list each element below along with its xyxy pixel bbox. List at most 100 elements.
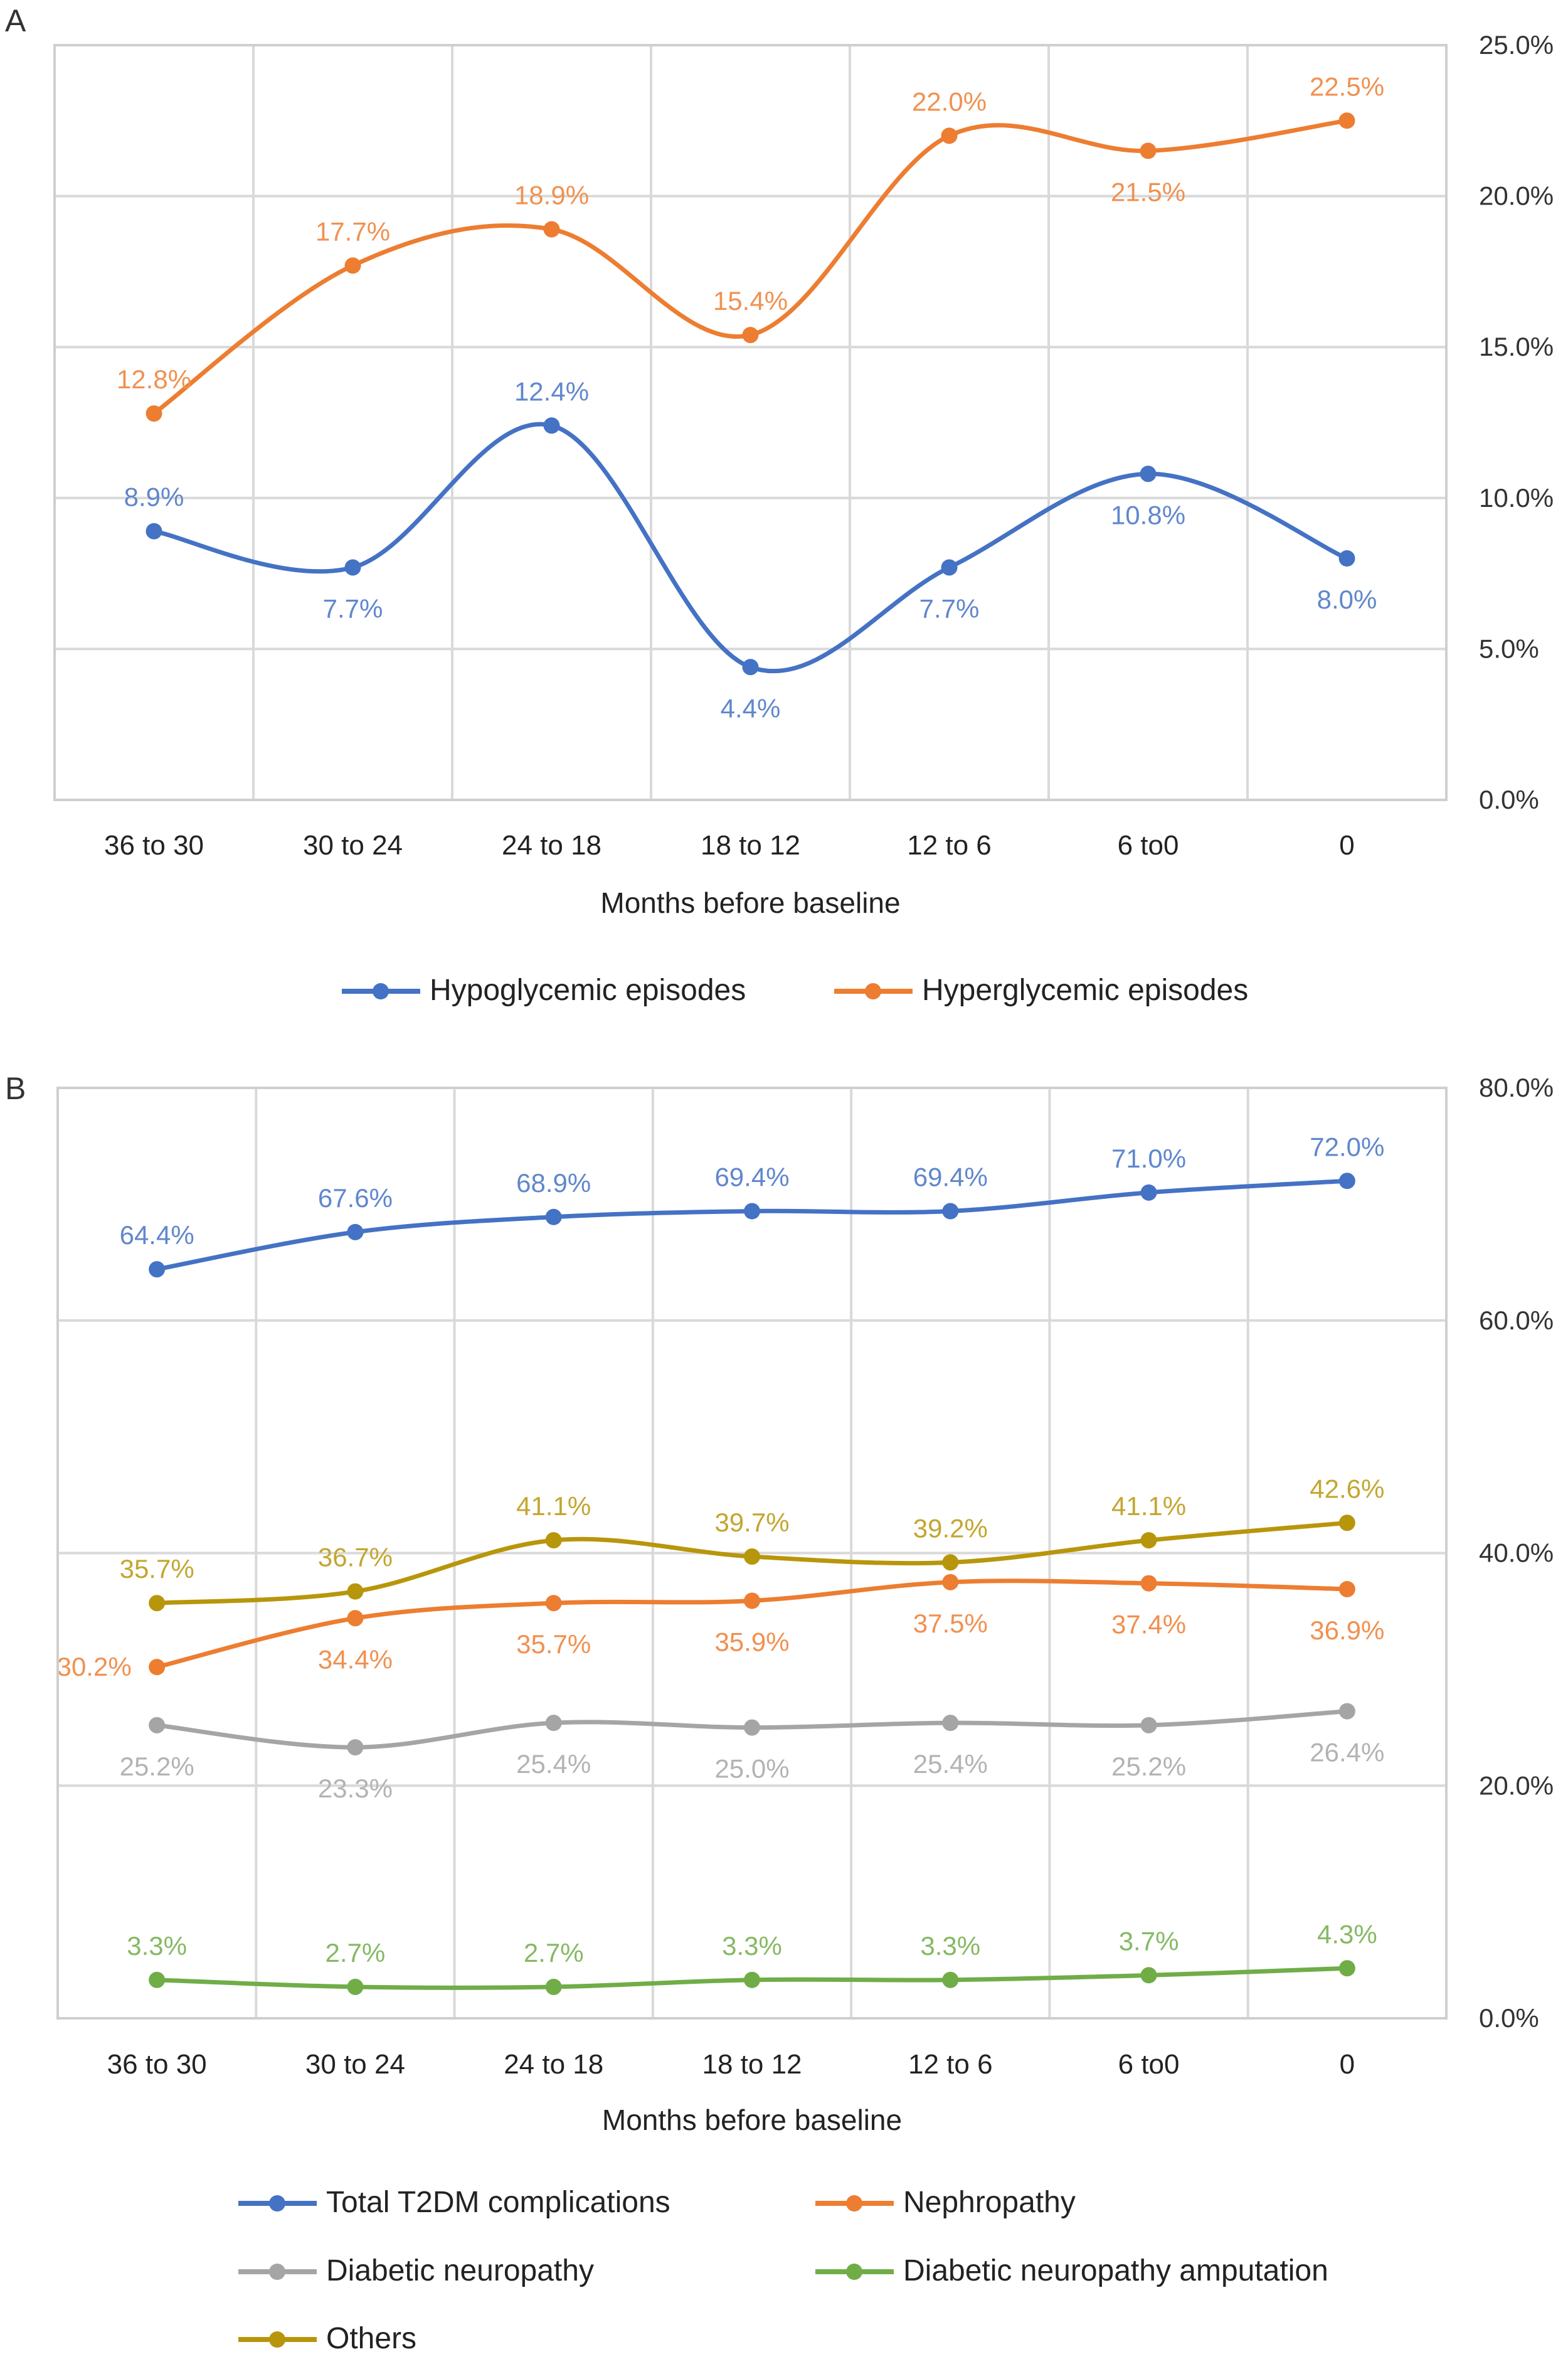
x-tick-label: 12 to 6: [907, 830, 992, 861]
data-label: 21.5%: [1111, 177, 1185, 206]
data-point: [149, 1717, 166, 1733]
data-label: 12.8%: [117, 365, 191, 394]
x-tick-label: 0: [1339, 830, 1354, 861]
data-point: [1140, 1967, 1157, 1984]
legend-marker: [269, 2264, 285, 2280]
data-label: 2.7%: [524, 1938, 584, 1967]
data-point: [347, 1978, 364, 1995]
data-point: [149, 1261, 166, 1278]
data-point: [545, 1595, 562, 1612]
data-point: [146, 523, 162, 540]
y-tick-label: 25.0%: [1479, 30, 1554, 60]
data-label: 35.7%: [120, 1554, 194, 1584]
data-point: [545, 1532, 562, 1549]
data-point: [941, 127, 958, 144]
y-tick-label: 10.0%: [1479, 483, 1554, 513]
data-point: [1140, 1184, 1157, 1201]
data-label: 7.7%: [919, 594, 980, 623]
data-label: 25.4%: [516, 1749, 591, 1779]
data-point: [1140, 1575, 1157, 1592]
x-tick-label: 6 to0: [1118, 2049, 1180, 2080]
x-tick-label: 24 to 18: [504, 2049, 603, 2080]
x-axis-title: Months before baseline: [602, 2104, 902, 2136]
data-point: [1140, 1717, 1157, 1733]
y-tick-label: 60.0%: [1479, 1306, 1554, 1335]
panel-label: B: [5, 1071, 26, 1106]
legend-label: Nephropathy: [903, 2186, 1076, 2219]
data-label: 7.7%: [323, 594, 383, 623]
data-point: [1338, 1173, 1355, 1190]
data-label: 69.4%: [913, 1162, 988, 1191]
x-tick-label: 18 to 12: [702, 2049, 802, 2080]
data-point: [1338, 1960, 1355, 1977]
data-label: 25.2%: [1111, 1752, 1186, 1781]
data-label: 25.0%: [714, 1754, 789, 1784]
y-tick-label: 0.0%: [1479, 2003, 1539, 2033]
data-point: [742, 659, 759, 676]
data-point: [1338, 1514, 1355, 1531]
data-label: 22.5%: [1310, 72, 1384, 101]
data-point: [149, 1595, 166, 1612]
data-label: 39.2%: [913, 1513, 988, 1543]
data-label: 10.8%: [1111, 500, 1185, 530]
data-label: 68.9%: [516, 1168, 591, 1198]
plot-area-border: [53, 44, 1448, 801]
data-label: 42.6%: [1310, 1474, 1384, 1503]
data-point: [1338, 1703, 1355, 1720]
data-label: 26.4%: [1310, 1738, 1384, 1767]
data-point: [344, 257, 361, 274]
data-label: 12.4%: [514, 376, 589, 406]
x-tick-label: 36 to 30: [104, 830, 204, 861]
data-point: [744, 1592, 760, 1609]
series-line-1: [152, 118, 1349, 416]
data-point: [744, 1548, 760, 1565]
data-label: 36.7%: [318, 1543, 393, 1572]
data-label: 37.4%: [1111, 1610, 1186, 1639]
data-label: 4.4%: [721, 693, 781, 723]
data-point: [1140, 1532, 1157, 1549]
data-label: 64.4%: [120, 1220, 194, 1250]
data-point: [543, 417, 560, 434]
data-label: 8.0%: [1317, 585, 1377, 614]
data-point: [149, 1971, 166, 1988]
data-label: 3.3%: [722, 1931, 782, 1961]
data-label: 25.2%: [120, 1752, 194, 1781]
x-tick-label: 24 to 18: [502, 830, 601, 861]
data-point: [149, 1659, 166, 1676]
data-label: 37.5%: [913, 1609, 988, 1638]
y-tick-label: 20.0%: [1479, 181, 1554, 211]
data-point: [942, 1715, 959, 1732]
data-label: 4.3%: [1317, 1919, 1377, 1949]
y-tick-label: 20.0%: [1479, 1770, 1554, 1800]
data-point: [1140, 466, 1157, 482]
data-label: 22.0%: [912, 87, 987, 116]
data-point: [744, 1203, 760, 1220]
data-point: [344, 559, 361, 576]
x-axis-title: Months before baseline: [600, 886, 900, 919]
x-tick-label: 30 to 24: [303, 830, 403, 861]
legend-marker: [269, 2331, 285, 2348]
data-point: [744, 1971, 760, 1988]
data-label: 72.0%: [1310, 1132, 1384, 1161]
data-point: [942, 1554, 959, 1571]
x-tick-label: 0: [1340, 2049, 1355, 2080]
data-point: [347, 1610, 364, 1627]
data-label: 39.7%: [714, 1508, 789, 1537]
y-tick-label: 40.0%: [1479, 1538, 1554, 1568]
legend-label: Others: [326, 2322, 416, 2355]
data-label: 3.3%: [920, 1931, 980, 1961]
legend-marker: [373, 983, 389, 999]
plot-area-border: [56, 1087, 1448, 2020]
x-tick-label: 36 to 30: [107, 2049, 207, 2080]
data-point: [545, 1978, 562, 1995]
data-label: 8.9%: [124, 482, 184, 512]
data-point: [347, 1223, 364, 1240]
data-point: [942, 1573, 959, 1590]
data-point: [941, 559, 958, 576]
x-tick-label: 6 to0: [1118, 830, 1179, 861]
data-label: 35.7%: [516, 1629, 591, 1659]
data-point: [1338, 1580, 1355, 1597]
data-label: 25.4%: [913, 1749, 988, 1779]
data-label: 3.7%: [1119, 1926, 1179, 1956]
